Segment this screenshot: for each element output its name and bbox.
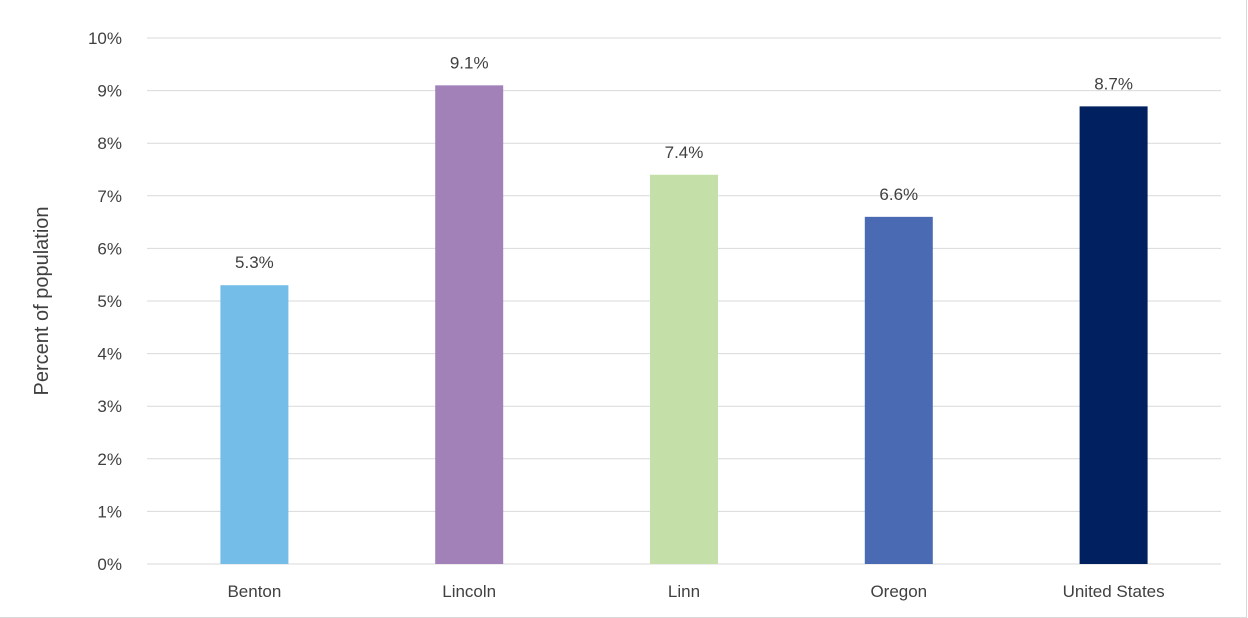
data-labels: 5.3% 9.1% 7.4% 6.6% 8.7% [235, 53, 1133, 272]
y-tick-label: 7% [97, 187, 122, 206]
category-label: Linn [668, 582, 700, 601]
bar-oregon [864, 216, 933, 564]
y-tick-label: 9% [97, 82, 122, 101]
data-label: 7.4% [665, 143, 704, 162]
y-tick-label: 10% [88, 29, 122, 48]
y-tick-label: 0% [97, 555, 122, 574]
y-axis-title: Percent of population [31, 206, 53, 395]
bar-benton [220, 285, 289, 564]
category-label: Oregon [870, 582, 927, 601]
y-axis-ticks: 0% 1% 2% 3% 4% 5% 6% 7% 8% 9% 10% [88, 29, 122, 574]
bars [220, 85, 1148, 564]
data-label: 6.6% [879, 185, 918, 204]
bar-united-states [1079, 106, 1148, 564]
category-labels: Benton Lincoln Linn Oregon United States [227, 582, 1164, 601]
y-tick-label: 8% [97, 134, 122, 153]
y-tick-label: 3% [97, 397, 122, 416]
category-label: Lincoln [442, 582, 496, 601]
y-tick-label: 5% [97, 292, 122, 311]
y-tick-label: 1% [97, 502, 122, 521]
y-tick-label: 2% [97, 450, 122, 469]
data-label: 9.1% [450, 53, 489, 72]
bar-lincoln [435, 85, 504, 564]
y-tick-label: 6% [97, 239, 122, 258]
category-label: United States [1063, 582, 1165, 601]
y-tick-label: 4% [97, 345, 122, 364]
bar-linn [650, 174, 718, 564]
data-label: 8.7% [1094, 74, 1133, 93]
category-label: Benton [227, 582, 281, 601]
data-label: 5.3% [235, 253, 274, 272]
